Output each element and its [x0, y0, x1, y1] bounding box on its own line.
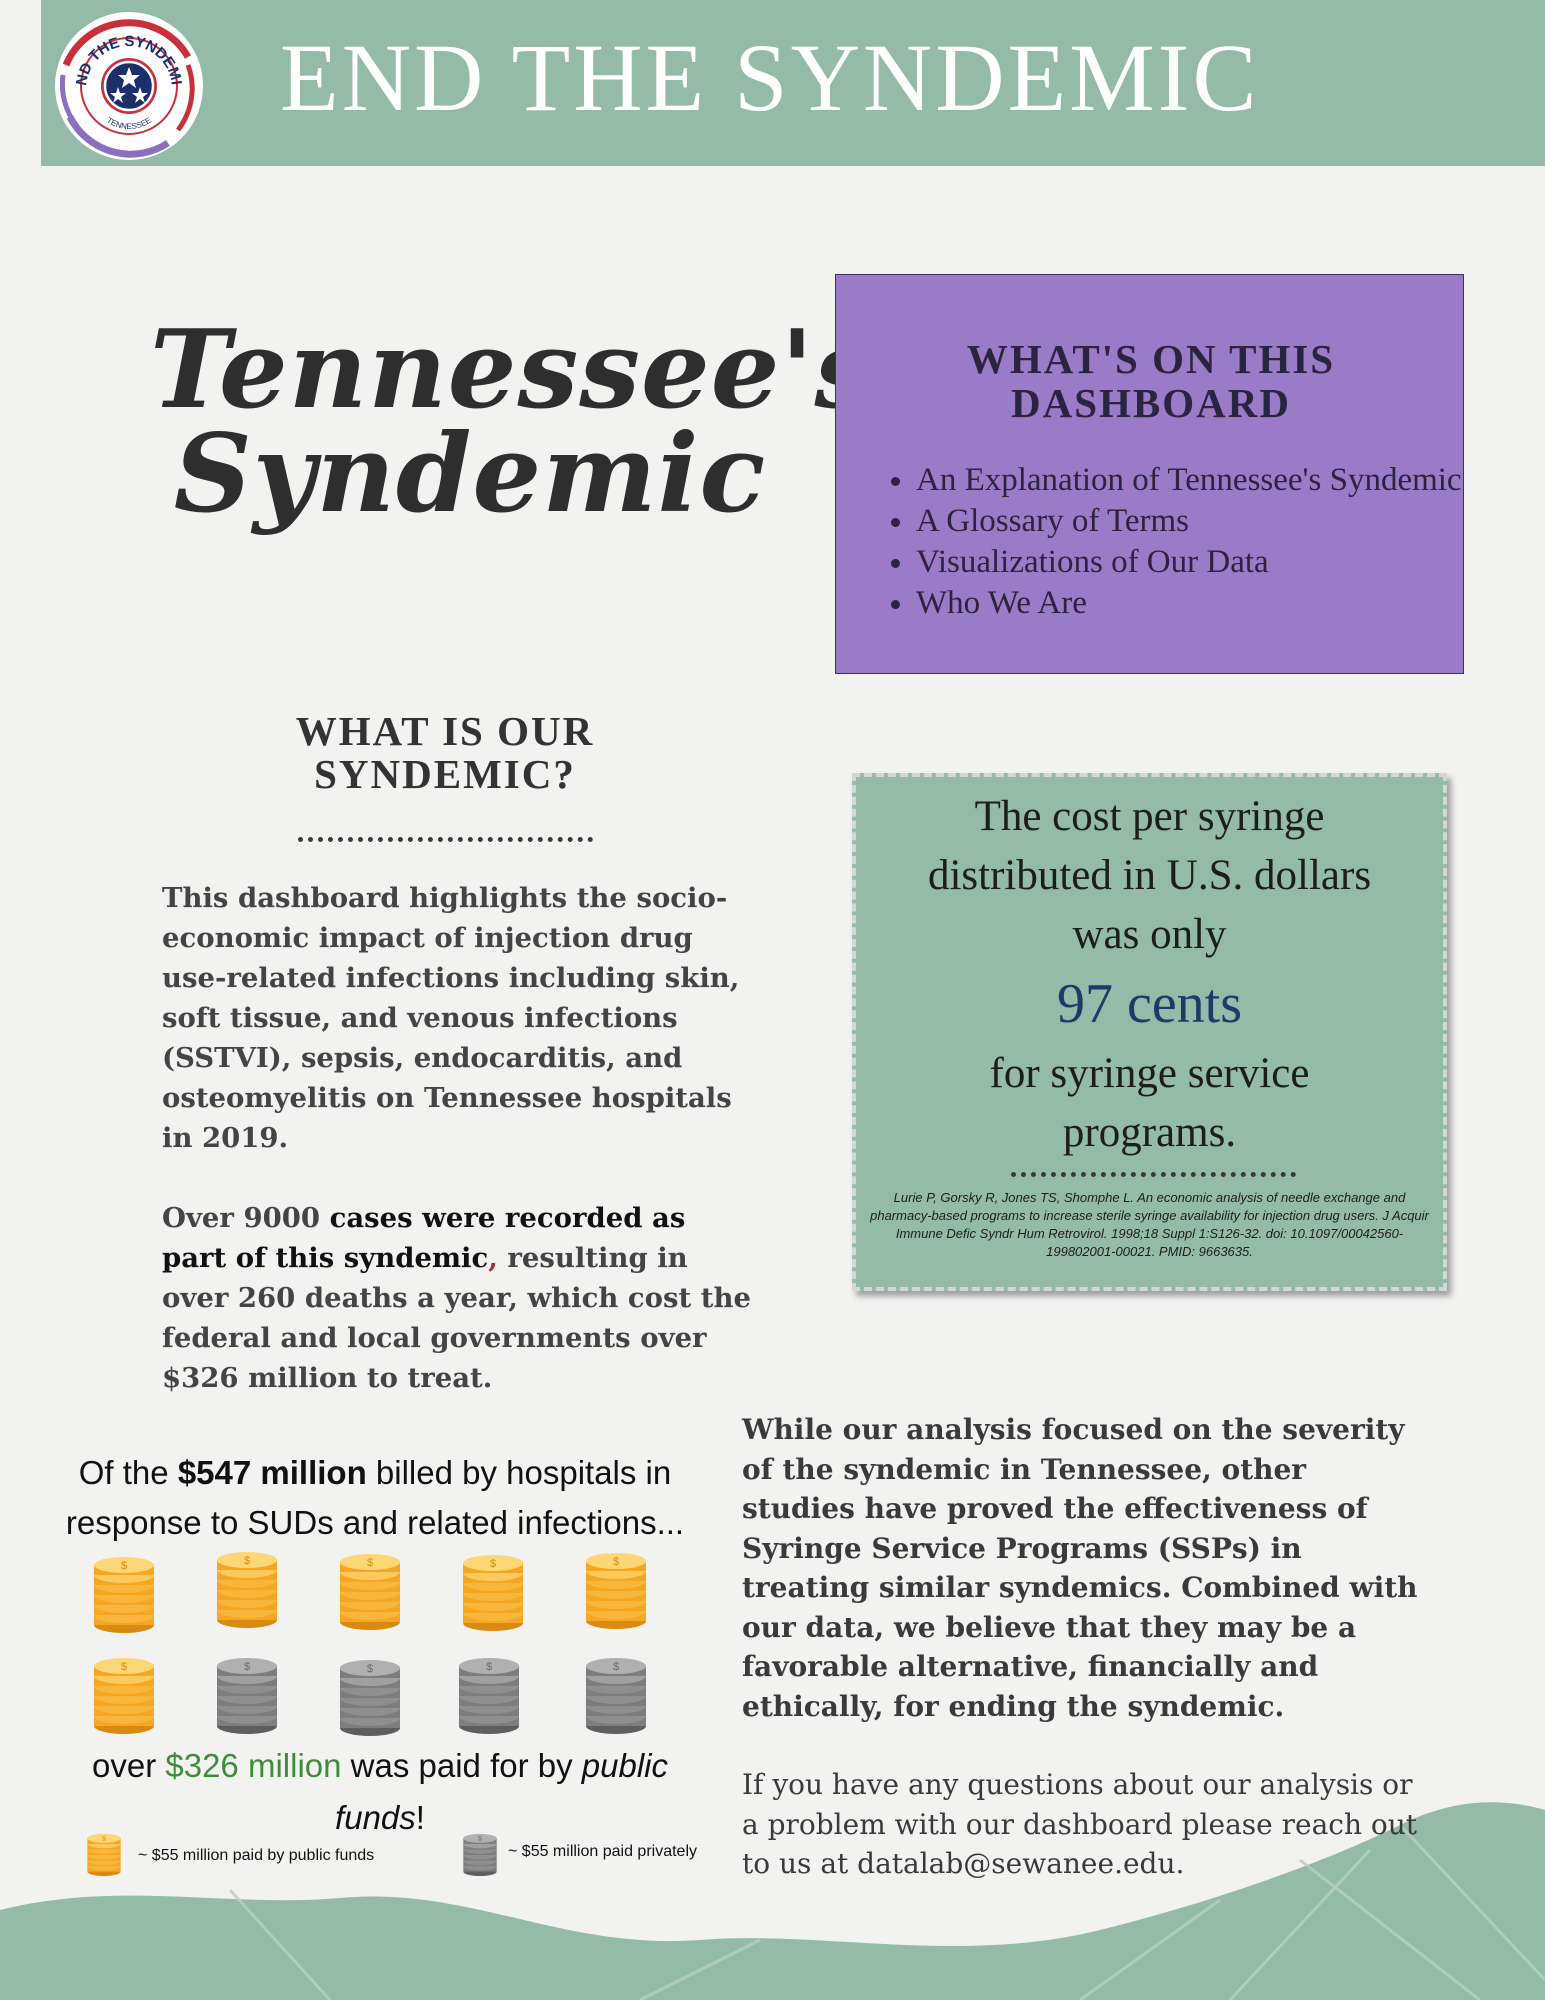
- coin-stack-public-icon: [586, 1553, 646, 1629]
- what-heading-line2: SYNDEMIC?: [314, 751, 576, 797]
- dotted-divider: [1011, 1172, 1296, 1177]
- coin-stack-public-icon: [94, 1557, 154, 1633]
- legend-public-label: ~ $55 million paid by public funds: [138, 1847, 375, 1864]
- legend-private-label: ~ $55 million paid privately: [508, 1843, 697, 1860]
- cases-cost-text: resulting in over 260 deaths a year, whi…: [162, 1242, 751, 1394]
- list-item: Who We Are: [916, 583, 1476, 624]
- dashboard-contents-list: An Explanation of Tennessee's Syndemic A…: [876, 460, 1476, 624]
- citation-text: Lurie P, Gorsky R, Jones TS, Shomphe L. …: [870, 1190, 1429, 1259]
- cost-line2: distributed in U.S. dollars: [927, 852, 1372, 899]
- what-heading-line1: WHAT IS OUR: [295, 708, 595, 754]
- page-title-line2: Syndemic: [173, 411, 767, 537]
- page-title: Tennessee's Syndemic: [150, 316, 875, 528]
- coin-stack-private-icon: [586, 1658, 646, 1734]
- page-title-line1: Tennessee's: [150, 307, 877, 433]
- footer-wave: [0, 1802, 1545, 2000]
- end-the-syndemic-logo: END THE SYNDEMIC TENNESSEE: [48, 5, 203, 160]
- list-item: A Glossary of Terms: [916, 501, 1476, 542]
- header-banner: [41, 0, 1545, 166]
- cost-highlight: 97 cents: [1056, 973, 1243, 1035]
- coin-stack-public-icon: [340, 1554, 400, 1630]
- what-is-our-syndemic-heading: WHAT IS OUR SYNDEMIC?: [230, 710, 660, 796]
- coin-stack-public-icon: [94, 1658, 154, 1734]
- paid-text: over: [92, 1747, 166, 1784]
- billing-intro: Of the $547 million billed by hospitals …: [30, 1448, 720, 1548]
- coin-stack-private-icon: [459, 1658, 519, 1734]
- syringe-cost-text: The cost per syringe distributed in U.S.…: [856, 787, 1443, 1162]
- ssp-discussion: While our analysis focused on the severi…: [742, 1410, 1422, 1923]
- dashboard-heading-line2: DASHBOARD: [1011, 380, 1291, 426]
- billing-intro-rest: billed by hospitals in response to SUDs …: [65, 1454, 685, 1541]
- coin-stack-private-icon: [217, 1658, 277, 1734]
- paid-text-mid: was paid for by: [341, 1747, 582, 1784]
- cost-line5: programs.: [1062, 1109, 1237, 1156]
- cost-line3: was only: [1072, 911, 1227, 958]
- public-funds-emphasis: public funds: [335, 1747, 668, 1836]
- list-item: Visualizations of Our Data: [916, 542, 1476, 583]
- cost-line1: The cost per syringe: [974, 793, 1325, 840]
- dashboard-contents-heading: WHAT'S ON THIS DASHBOARD: [926, 337, 1376, 425]
- coin-stack-public-icon: [463, 1555, 523, 1631]
- coin-stack-public-icon: [217, 1552, 277, 1628]
- header-title: END THE SYNDEMIC: [280, 24, 1260, 131]
- public-funds-statement: over $326 million was paid for by public…: [50, 1740, 710, 1844]
- comma-text: ,: [488, 1242, 498, 1274]
- cases-emphasis-text: cases were recorded as part of this synd…: [162, 1202, 686, 1274]
- public-amount: $326 million: [165, 1747, 342, 1784]
- exclamation: !: [415, 1799, 425, 1836]
- list-item: An Explanation of Tennessee's Syndemic: [916, 460, 1476, 501]
- cases-count-text: Over 9000: [162, 1202, 330, 1234]
- dashboard-contents-box: WHAT'S ON THIS DASHBOARD An Explanation …: [835, 274, 1464, 674]
- cost-line4: for syringe service: [989, 1050, 1310, 1097]
- syringe-cost-callout: The cost per syringe distributed in U.S.…: [852, 773, 1447, 1291]
- dashboard-heading-line1: WHAT'S ON THIS: [966, 336, 1336, 382]
- dotted-divider: [298, 837, 593, 842]
- contact-paragraph: If you have any questions about our anal…: [742, 1768, 1418, 1880]
- syndemic-description: This dashboard highlights the socio-econ…: [162, 878, 752, 1438]
- cases-paragraph: Over 9000 cases were recorded as part of…: [162, 1198, 752, 1398]
- billing-total: $547 million: [177, 1454, 367, 1491]
- intro-paragraph: This dashboard highlights the socio-econ…: [162, 882, 740, 1154]
- ssp-paragraph: While our analysis focused on the severi…: [742, 1413, 1418, 1723]
- coin-stack-private-icon: [340, 1660, 400, 1736]
- billing-intro-text: Of the: [78, 1454, 178, 1491]
